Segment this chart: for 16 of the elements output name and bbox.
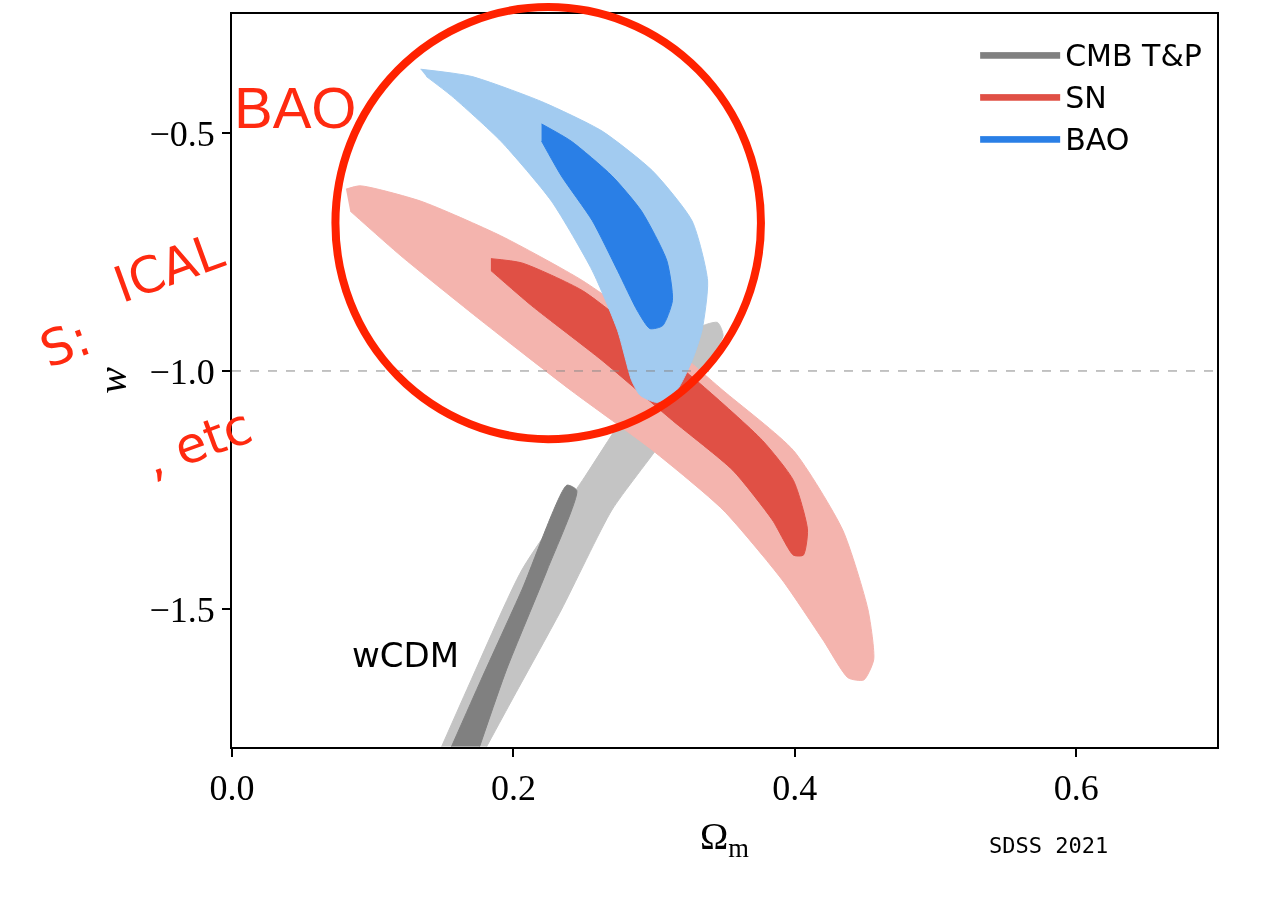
text: SDSS 2021 — [989, 833, 1109, 858]
x-tick-label: 0.2 — [490, 768, 536, 809]
annotation: , etc — [136, 396, 260, 489]
annotation: wCDM — [352, 635, 460, 675]
y-tick-label: −1.0 — [149, 351, 215, 392]
annotation: BAO — [234, 75, 357, 140]
x-tick-label: 0.6 — [1053, 768, 1099, 809]
legend-label: SN — [1065, 80, 1107, 116]
x-axis-title: Ω$_{m}$ — [700, 814, 750, 863]
y-tick-label: −0.5 — [149, 113, 215, 154]
legend-label: BAO — [1065, 122, 1130, 158]
text: ICAL — [106, 221, 232, 315]
x-tick-label: 0.0 — [209, 768, 255, 809]
y-tick-label: −1.5 — [149, 589, 215, 630]
legend-label: CMB T&P — [1065, 38, 1202, 74]
x-tick-label: 0.4 — [772, 768, 818, 809]
